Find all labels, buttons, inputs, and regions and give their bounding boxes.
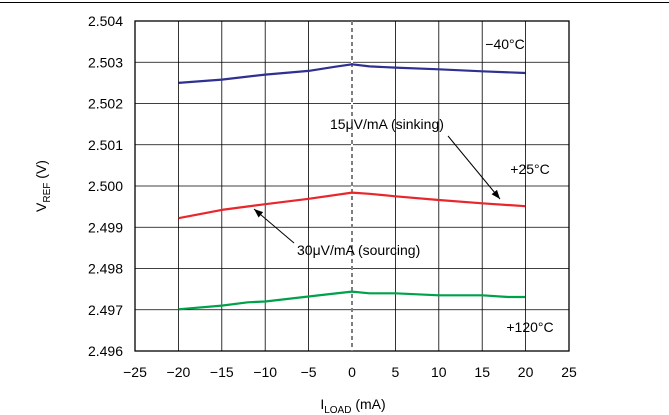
series-label-plus120: +120°C <box>506 319 553 335</box>
y-axis-label-main: V <box>33 202 49 212</box>
annotation-arrows <box>253 135 501 244</box>
x-tick-label: 15 <box>474 364 490 380</box>
x-tick-label: 5 <box>392 364 400 380</box>
series-label-plus25: +25°C <box>510 161 549 177</box>
series-label-minus40: −40°C <box>485 36 524 52</box>
y-tick-label: 2.499 <box>88 219 123 235</box>
y-tick-label: 2.502 <box>88 96 123 112</box>
y-tick-label: 2.501 <box>88 137 123 153</box>
y-tick-labels: 2.496 2.497 2.498 2.499 2.500 2.501 2.502 2.503… <box>88 13 123 359</box>
y-tick-label: 2.498 <box>88 261 123 277</box>
y-tick-label: 2.503 <box>88 54 123 70</box>
series-line-minus40 <box>178 63 526 84</box>
x-axis-label-main: I <box>320 396 324 412</box>
arrow-sinking-shaft <box>447 135 501 200</box>
arrow-sourcing-head <box>254 209 264 218</box>
annotation-sinking: 15μV/mA (sinking) <box>330 116 444 132</box>
x-axis-label: ILOAD (mA) <box>320 396 385 415</box>
y-tick-label: 2.504 <box>88 13 123 29</box>
arrow-sinking <box>447 135 501 200</box>
x-tick-label: −10 <box>253 364 277 380</box>
y-tick-label: 2.496 <box>88 343 123 359</box>
y-axis-label-unit: (V) <box>33 160 49 183</box>
y-tick-label: 2.500 <box>88 178 123 194</box>
x-tick-label: −5 <box>301 364 317 380</box>
x-tick-labels: −25 −20 −15 −10 −5 0 5 10 15 20 25 <box>123 364 577 380</box>
y-tick-label: 2.497 <box>88 302 123 318</box>
arrow-sourcing <box>253 208 295 244</box>
series-group <box>178 63 526 311</box>
x-axis-label-sub: LOAD <box>324 405 351 415</box>
series-line-plus120 <box>178 290 526 311</box>
x-tick-label: −20 <box>167 364 191 380</box>
x-tick-label: 0 <box>348 364 356 380</box>
x-tick-label: −25 <box>123 364 147 380</box>
x-tick-label: 10 <box>431 364 447 380</box>
y-axis-label: VREF (V) <box>33 160 53 212</box>
x-tick-label: −15 <box>210 364 234 380</box>
x-axis-label-unit: (mA) <box>351 396 385 412</box>
annotation-sourcing: 30μV/mA (sourcing) <box>297 242 420 258</box>
x-tick-label: 20 <box>518 364 534 380</box>
y-axis-label-sub: REF <box>42 183 53 203</box>
arrow-sinking-head <box>491 189 500 199</box>
top-rule <box>0 2 669 3</box>
x-tick-label: 25 <box>561 364 577 380</box>
series-line-plus25 <box>178 191 526 220</box>
